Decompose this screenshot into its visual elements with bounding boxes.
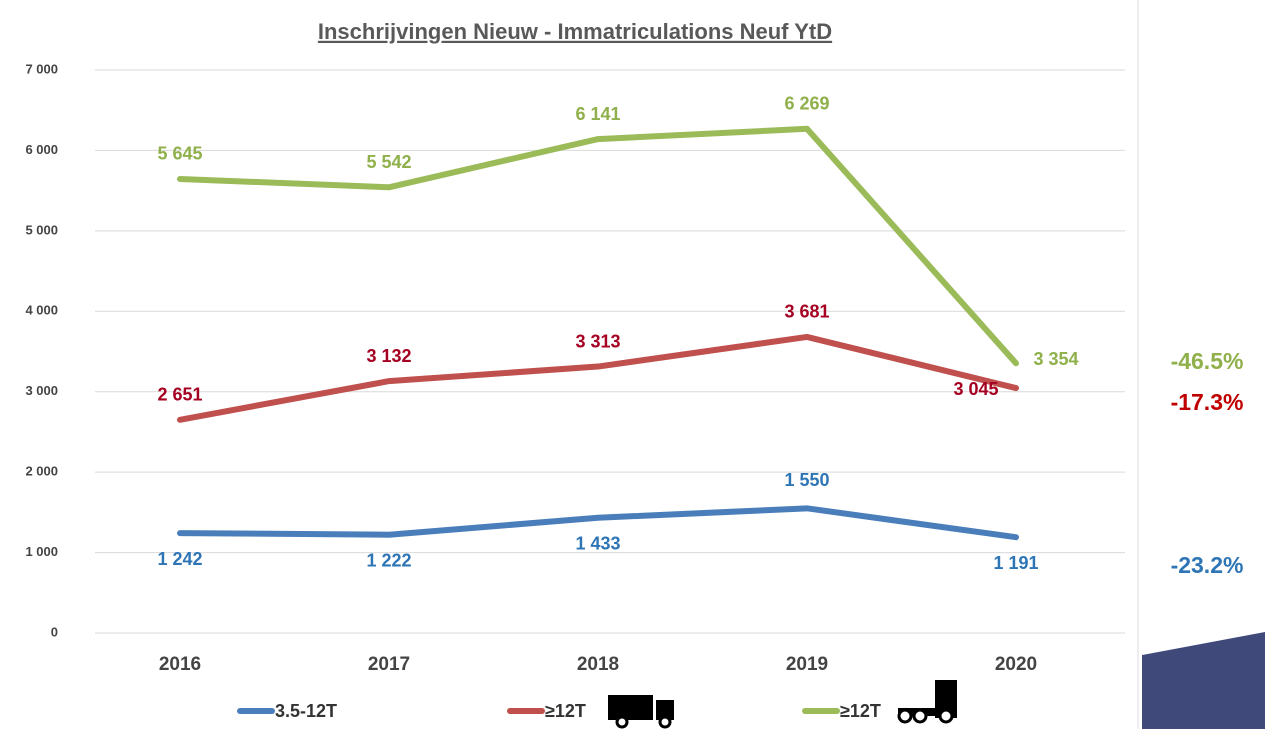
legend-label: ≥12T <box>545 701 586 721</box>
data-label: 1 191 <box>993 553 1038 573</box>
series-line <box>177 125 1019 367</box>
data-label: 5 542 <box>366 152 411 172</box>
data-label: 1 550 <box>784 470 829 490</box>
x-tick-label: 2016 <box>159 654 201 675</box>
data-label: 1 222 <box>366 550 411 570</box>
y-tick-label: 6 000 <box>25 142 58 157</box>
y-tick-label: 3 000 <box>25 383 58 398</box>
y-tick-label: 1 000 <box>25 544 58 559</box>
y-tick-label: 5 000 <box>25 222 58 237</box>
annotation: -23.2% <box>1171 552 1244 578</box>
data-label: 2 651 <box>157 385 202 405</box>
truck-icon <box>608 695 674 729</box>
x-tick-label: 2017 <box>368 654 410 675</box>
data-label: 6 269 <box>784 94 829 114</box>
data-label: 3 354 <box>1033 349 1078 369</box>
data-label: 3 132 <box>366 346 411 366</box>
data-label: 5 645 <box>157 144 202 164</box>
data-label: 3 681 <box>784 302 829 322</box>
annotation: -46.5% <box>1171 348 1244 374</box>
x-tick-label: 2019 <box>786 654 828 675</box>
annotation: -17.3% <box>1171 389 1244 415</box>
legend-label: 3.5-12T <box>275 701 337 721</box>
y-tick-label: 4 000 <box>25 303 58 318</box>
data-label: 6 141 <box>575 104 620 124</box>
legend-label: ≥12T <box>840 701 881 721</box>
data-label: 1 242 <box>157 549 202 569</box>
series-line <box>177 333 1019 423</box>
series-line <box>177 505 1019 541</box>
data-label: 3 313 <box>575 331 620 351</box>
x-tick-label: 2018 <box>577 654 619 675</box>
separator <box>1137 0 1139 729</box>
x-tick-label: 2020 <box>995 654 1037 675</box>
y-tick-label: 7 000 <box>25 61 58 76</box>
chart-title: Inschrijvingen Nieuw - Immatriculations … <box>318 19 832 44</box>
decoration <box>1142 632 1265 729</box>
data-label: 3 045 <box>953 379 998 399</box>
tractor-icon <box>897 680 957 724</box>
y-tick-label: 2 000 <box>25 464 58 479</box>
y-tick-label: 0 <box>51 624 58 639</box>
data-label: 1 433 <box>575 533 620 553</box>
